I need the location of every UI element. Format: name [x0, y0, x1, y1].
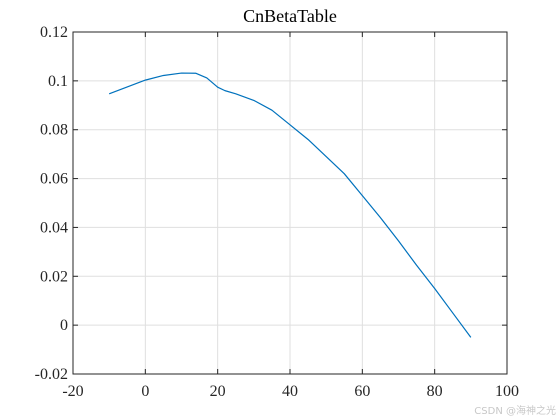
- y-tick-label: 0.04: [40, 219, 68, 236]
- y-tick-labels: -0.02 0 0.02 0.04 0.06 0.08 0.1 0.12: [35, 24, 68, 383]
- x-tick-label: 20: [210, 383, 226, 400]
- x-tick-label: -20: [62, 383, 83, 400]
- y-tick-label: 0.08: [40, 122, 68, 139]
- x-tick-label: 100: [495, 383, 519, 400]
- x-tick-label: 60: [354, 383, 370, 400]
- x-tick-label: 0: [141, 383, 149, 400]
- x-tick-label: 80: [427, 383, 443, 400]
- y-tick-label: 0.1: [48, 73, 68, 90]
- x-tick-label: 40: [282, 383, 298, 400]
- x-tick-labels: -20 0 20 40 60 80 100: [62, 383, 519, 400]
- tick-marks: [72, 31, 508, 375]
- series-line: [108, 72, 472, 338]
- y-tick-label: 0.12: [40, 24, 68, 41]
- y-tick-label: -0.02: [35, 366, 68, 383]
- watermark: CSDN @海神之光: [474, 406, 556, 417]
- chart-title: CnBetaTable: [243, 6, 337, 26]
- y-tick-label: 0.02: [40, 268, 68, 285]
- series-group: [108, 72, 472, 338]
- y-tick-label: 0.06: [40, 171, 68, 188]
- grid-lines: [73, 32, 507, 374]
- y-tick-label: 0: [60, 317, 68, 334]
